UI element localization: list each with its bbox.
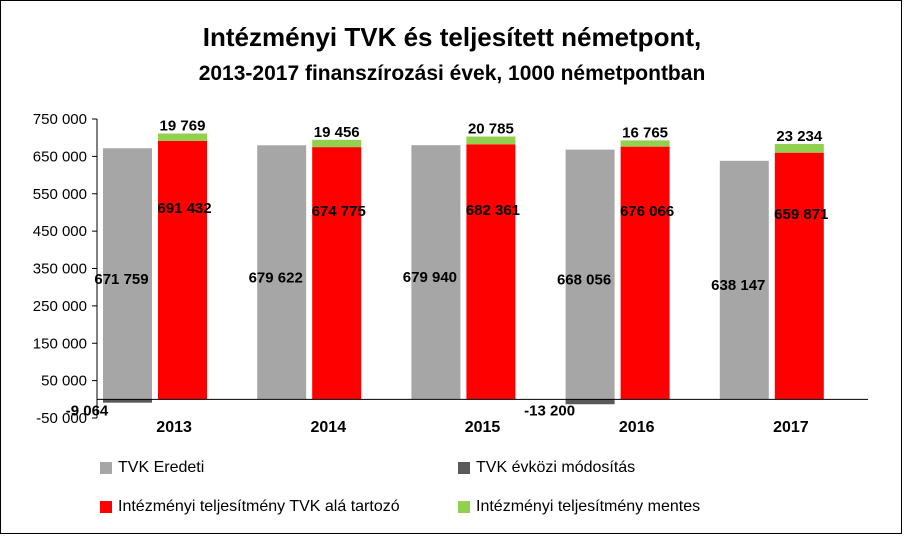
- bar-mentes: [774, 144, 824, 153]
- data-label-tvk-modositas: -9 064: [66, 402, 109, 419]
- x-category-label: 2014: [311, 419, 347, 436]
- bar-mentes: [158, 133, 207, 141]
- legend-label-tvk-ala-tartozo: Intézményi teljesítmény TVK alá tartozó: [118, 498, 400, 515]
- bar-tvk-ala-tartozo: [620, 146, 670, 400]
- bar-tvk-ala-tartozo: [158, 140, 207, 400]
- data-label-tvk-ala-tartozo: 674 775: [312, 203, 366, 220]
- bar-tvk-eredeti: [257, 145, 307, 400]
- x-category-label: 2016: [619, 419, 655, 436]
- y-tick-label: 650 000: [33, 148, 87, 165]
- legend-swatch-mentes: [458, 501, 470, 513]
- data-label-tvk-ala-tartozo: 676 066: [620, 203, 674, 220]
- data-label-mentes: 19 769: [160, 118, 206, 135]
- x-category-label: 2013: [156, 419, 192, 436]
- legend-swatch-tvk-ala-tartozo: [100, 501, 112, 513]
- bar-tvk-eredeti: [719, 160, 769, 400]
- chart-title: Intézményi TVK és teljesített németpont,: [202, 22, 702, 52]
- chart-subtitle: 2013-2017 finanszírozási évek, 1000 néme…: [198, 62, 706, 85]
- data-label-tvk-ala-tartozo: 682 361: [466, 202, 520, 219]
- data-label-tvk-eredeti: 671 759: [94, 271, 148, 288]
- data-label-mentes: 19 456: [314, 124, 360, 141]
- legend-item-tvk-modositas: TVK évközi módosítás: [458, 459, 635, 477]
- legend-label-tvk-modositas: TVK évközi módosítás: [476, 459, 636, 476]
- bar-tvk-eredeti: [103, 148, 152, 400]
- data-label-tvk-eredeti: 679 622: [249, 269, 303, 286]
- data-label-mentes: 20 785: [468, 121, 514, 138]
- y-tick-label: 150 000: [33, 335, 87, 352]
- legend-item-mentes: Intézményi teljesítmény mentes: [458, 498, 700, 516]
- y-tick-label: -50 000: [36, 410, 87, 427]
- bar-tvk-ala-tartozo: [774, 152, 824, 400]
- y-tick-label: 250 000: [33, 298, 87, 315]
- bar-mentes: [466, 136, 516, 145]
- x-category-label: 2015: [465, 419, 501, 436]
- y-tick-label: 750 000: [33, 111, 87, 128]
- data-label-tvk-eredeti: 638 147: [711, 277, 765, 294]
- data-label-tvk-ala-tartozo: 691 432: [157, 200, 211, 217]
- y-tick-label: 550 000: [33, 186, 87, 203]
- bar-mentes: [312, 139, 362, 148]
- data-label-mentes: 23 234: [776, 128, 823, 145]
- legend-swatch-tvk-eredeti: [100, 462, 112, 474]
- legend-label-tvk-eredeti: TVK Eredeti: [118, 459, 205, 476]
- legend-item-tvk-ala-tartozo: Intézményi teljesítmény TVK alá tartozó: [100, 498, 400, 516]
- bar-tvk-eredeti: [411, 145, 461, 400]
- data-label-tvk-eredeti: 679 940: [403, 269, 457, 286]
- legend-item-tvk-eredeti: TVK Eredeti: [100, 459, 204, 477]
- bar-mentes: [620, 140, 670, 147]
- bar-tvk-ala-tartozo: [466, 144, 516, 400]
- data-label-tvk-ala-tartozo: 659 871: [774, 206, 828, 223]
- legend-label-mentes: Intézményi teljesítmény mentes: [476, 498, 701, 515]
- x-category-label: 2017: [773, 419, 809, 436]
- y-tick-label: 450 000: [33, 223, 87, 240]
- legend-swatch-tvk-modositas: [458, 462, 470, 474]
- data-label-mentes: 16 765: [622, 124, 668, 141]
- bar-tvk-eredeti: [565, 149, 615, 400]
- y-tick-label: 350 000: [33, 261, 87, 278]
- bar-tvk-modositas: [565, 399, 615, 405]
- data-label-tvk-eredeti: 668 056: [557, 271, 611, 288]
- bar-tvk-ala-tartozo: [312, 147, 362, 400]
- bar-tvk-modositas: [103, 399, 152, 403]
- data-label-tvk-modositas: -13 200: [524, 402, 575, 419]
- y-tick-label: 50 000: [41, 373, 87, 390]
